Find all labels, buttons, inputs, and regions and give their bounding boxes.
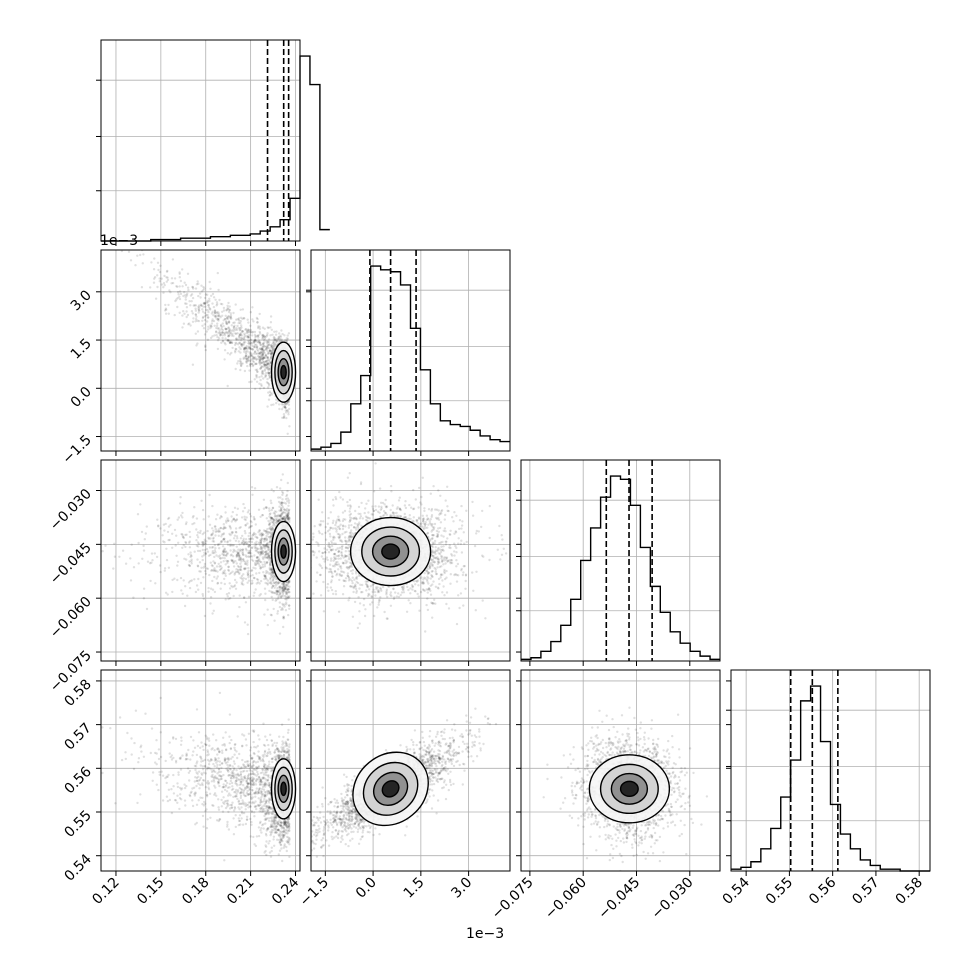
y-tick-label-3-1: 0.55 (61, 808, 94, 841)
panel-frame-1-1 (310, 249, 511, 452)
scatter-3-1 (311, 707, 498, 858)
scatter-2-0 (101, 473, 297, 636)
x-tick-label-3-1: 0.55 (763, 875, 796, 908)
contour-3-1-3 (381, 780, 400, 798)
grid-1-0 (101, 250, 300, 451)
x-tick-label-0-2: 0.18 (179, 875, 212, 908)
panel-frame-3-0 (100, 669, 301, 872)
x-tick-label-0-4: 0.24 (269, 874, 302, 907)
panel-frame-3-2 (520, 669, 721, 872)
x-tick-label-1-3: 3.0 (448, 875, 475, 902)
y-tick-label-2-2: −0.045 (47, 540, 95, 588)
x-tick-label-1-2: 1.5 (401, 875, 428, 902)
grid-3-2 (521, 670, 720, 871)
y-tick-label-1-1: 0.0 (68, 384, 95, 411)
x-tick-label-1-1: 0.0 (353, 875, 380, 902)
y-tick-label-1-2: 1.5 (68, 336, 95, 363)
x-tick-label-3-3: 0.57 (849, 875, 882, 908)
offset-label-y: 1e−3 (100, 233, 138, 249)
panel-frame-2-2 (520, 459, 721, 662)
histogram-1 (311, 265, 510, 450)
x-tick-label-3-0: 0.54 (720, 874, 753, 907)
panel-layer: 0.12 0.15 0.18 0.21 0.24−1.5 0.0 1.5 3.0 −0.075−… (47, 39, 931, 923)
grid-2-0 (101, 460, 300, 661)
x-tick-label-3-4: 0.58 (893, 875, 926, 908)
y-tick-label-2-1: −0.060 (47, 594, 95, 642)
panel-frame-2-1 (310, 459, 511, 662)
x-tick-label-2-2: −0.045 (595, 875, 643, 923)
y-tick-label-1-3: 3.0 (68, 287, 95, 314)
grid-3-3 (745, 670, 920, 871)
panel-frame-3-3 (730, 669, 931, 872)
x-tick-label-2-1: −0.060 (542, 875, 590, 923)
y-tick-label-2-3: −0.030 (47, 486, 95, 534)
panel-frame-3-1 (310, 669, 511, 872)
y-tick-label-3-0: 0.54 (61, 851, 94, 884)
contour-3-0-3 (280, 781, 287, 797)
y-tick-label-3-3: 0.57 (61, 720, 94, 753)
contour-2-1-3 (381, 543, 401, 560)
scatter-3-2 (542, 706, 709, 871)
x-tick-label-2-0: −0.075 (489, 875, 537, 923)
x-tick-label-0-1: 0.15 (134, 875, 167, 908)
x-tick-label-1-0: −1.5 (297, 875, 332, 910)
contour-2-0-3 (280, 544, 287, 559)
x-tick-label-0-3: 0.21 (224, 875, 257, 908)
scatter-2-1 (311, 462, 508, 633)
x-tick-label-2-3: −0.030 (649, 875, 697, 923)
x-tick-label-3-2: 0.56 (806, 874, 839, 907)
panel-frame-0-0 (100, 39, 301, 242)
y-tick-label-1-0: −1.5 (59, 432, 94, 467)
x-tick-label-0-0: 0.12 (89, 875, 122, 908)
contour-3-2-3 (619, 780, 639, 798)
y-tick-label-3-2: 0.56 (61, 764, 94, 797)
contour-1-0-3 (280, 364, 287, 380)
panel-frame-2-0 (100, 459, 301, 662)
scatter-1-0 (120, 250, 297, 435)
scatter-3-0 (101, 691, 297, 863)
histogram-3 (731, 685, 930, 872)
grid-0-0 (115, 40, 296, 241)
grid-3-0 (101, 670, 300, 871)
grid-2-2 (529, 460, 691, 661)
panel-frame-1-0 (100, 249, 301, 452)
offset-label-x: 1e−3 (466, 926, 504, 942)
histogram-2 (521, 475, 720, 661)
